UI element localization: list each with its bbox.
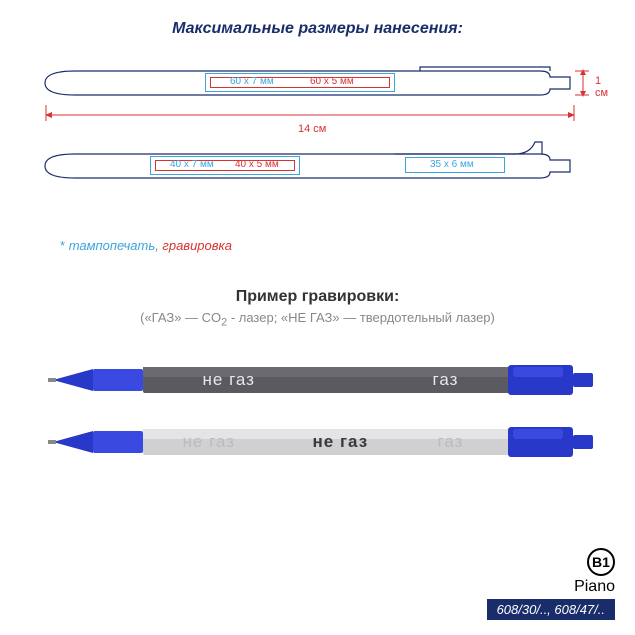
product-codes: 608/30/.., 608/47/.. bbox=[487, 599, 615, 620]
legend-asterisk: * bbox=[60, 238, 65, 253]
pen-dark-text1: не газ bbox=[203, 370, 255, 390]
pen2-label2-blue: 35 х 6 мм bbox=[430, 159, 474, 170]
model-name: Piano bbox=[487, 578, 615, 596]
pen1-label-blue: 60 х 7 мм bbox=[230, 76, 274, 87]
legend-blue: тампопечать bbox=[69, 238, 156, 253]
dimensions-section: Максимальные размеры нанесения: 60 х 7 м… bbox=[0, 0, 635, 263]
footer: B1 Piano 608/30/.., 608/47/.. bbox=[487, 548, 615, 620]
dim-width-label: 14 см bbox=[295, 123, 329, 135]
dim-width bbox=[40, 105, 580, 125]
section2-title: Пример гравировки: bbox=[0, 288, 635, 306]
pen2-label1-blue: 40 х 7 мм bbox=[170, 159, 214, 170]
pen2-label1-red: 40 х 5 мм bbox=[235, 159, 279, 170]
brand-logo: B1 bbox=[587, 548, 615, 576]
pen-dark-text2: газ bbox=[433, 370, 459, 390]
diagram-area: 60 х 7 мм 60 х 5 мм 1 см 14 см bbox=[30, 53, 605, 223]
section2-subtitle: («ГАЗ» — CO2 - лазер; «НЕ ГАЗ» — твердот… bbox=[0, 310, 635, 329]
legend: * тампопечать, гравировка bbox=[60, 238, 605, 253]
pen-silver-text3: газ bbox=[438, 432, 464, 452]
legend-red: гравировка bbox=[162, 238, 232, 253]
pen-silver-text1: не газ bbox=[183, 432, 235, 452]
dim-height-label: 1 см bbox=[595, 75, 608, 99]
engraving-section: Пример гравировки: («ГАЗ» — CO2 - лазер;… bbox=[0, 288, 635, 463]
pen1-label-red: 60 х 5 мм bbox=[310, 76, 354, 87]
subtitle-mid: - лазер; «НЕ ГАЗ» — твердотельный лазер) bbox=[227, 310, 495, 325]
pen-dark: не газ газ bbox=[38, 359, 598, 401]
section1-title: Максимальные размеры нанесения: bbox=[30, 20, 605, 38]
subtitle-open: («ГАЗ» — CO bbox=[140, 310, 221, 325]
pen-silver: не газ не газ газ bbox=[38, 421, 598, 463]
pen-silver-text2: не газ bbox=[313, 432, 369, 452]
